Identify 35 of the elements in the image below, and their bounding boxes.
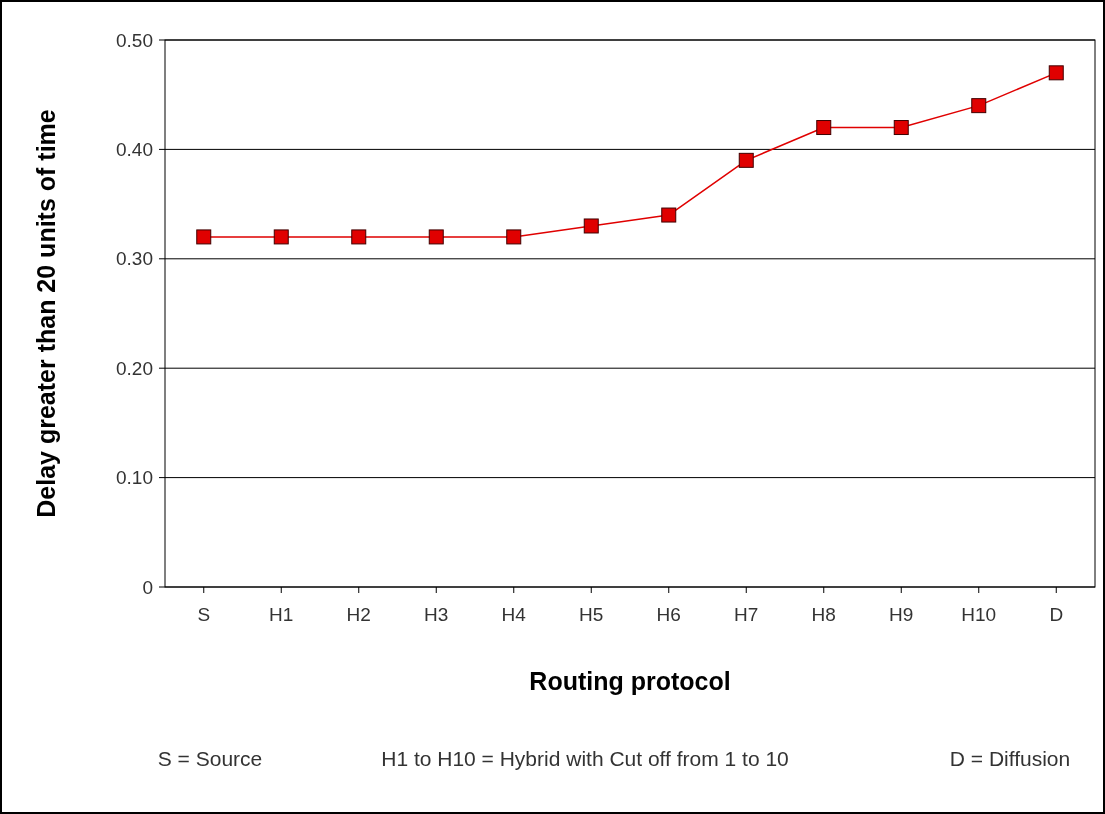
x-tick-label: H2 (346, 604, 371, 625)
point (506, 229, 522, 245)
point (738, 152, 754, 168)
point (816, 120, 832, 136)
y-tick-label: 0 (142, 576, 153, 598)
point (971, 98, 987, 114)
point (583, 218, 599, 234)
x-tick-label: H5 (579, 604, 604, 625)
y-tick-label: 0.20 (116, 357, 153, 379)
point (196, 229, 212, 245)
x-tick-label: H9 (889, 604, 914, 625)
point (428, 229, 444, 245)
point (351, 229, 367, 245)
text: S = Source (157, 747, 263, 770)
point (893, 120, 909, 136)
x-tick-label: H7 (734, 604, 759, 625)
x-tick-label: H1 (269, 604, 294, 625)
x-tick-label: H3 (424, 604, 449, 625)
x-tick-label: H4 (501, 604, 527, 625)
x-tick-label: H8 (811, 604, 836, 625)
y-axis-title: Delay greater than 20 units of time (32, 109, 60, 518)
x-tick-label: S (197, 604, 211, 625)
y-tick-label: 0.10 (116, 467, 153, 489)
x-tick-label: H10 (961, 604, 997, 625)
y-tick-label: 0.40 (116, 139, 153, 161)
y-tick-label: 0.50 (116, 29, 153, 51)
x-axis-title: Routing protocol (529, 667, 731, 695)
point (1048, 65, 1064, 81)
text: D = Diffusion (949, 747, 1071, 770)
text: H1 to H10 = Hybrid with Cut off from 1 to 10 (381, 747, 789, 770)
x-tick-label: D (1049, 604, 1064, 625)
point (273, 229, 289, 245)
y-tick-label: 0.30 (116, 248, 153, 270)
point (661, 207, 677, 223)
x-tick-label: H6 (656, 604, 681, 625)
